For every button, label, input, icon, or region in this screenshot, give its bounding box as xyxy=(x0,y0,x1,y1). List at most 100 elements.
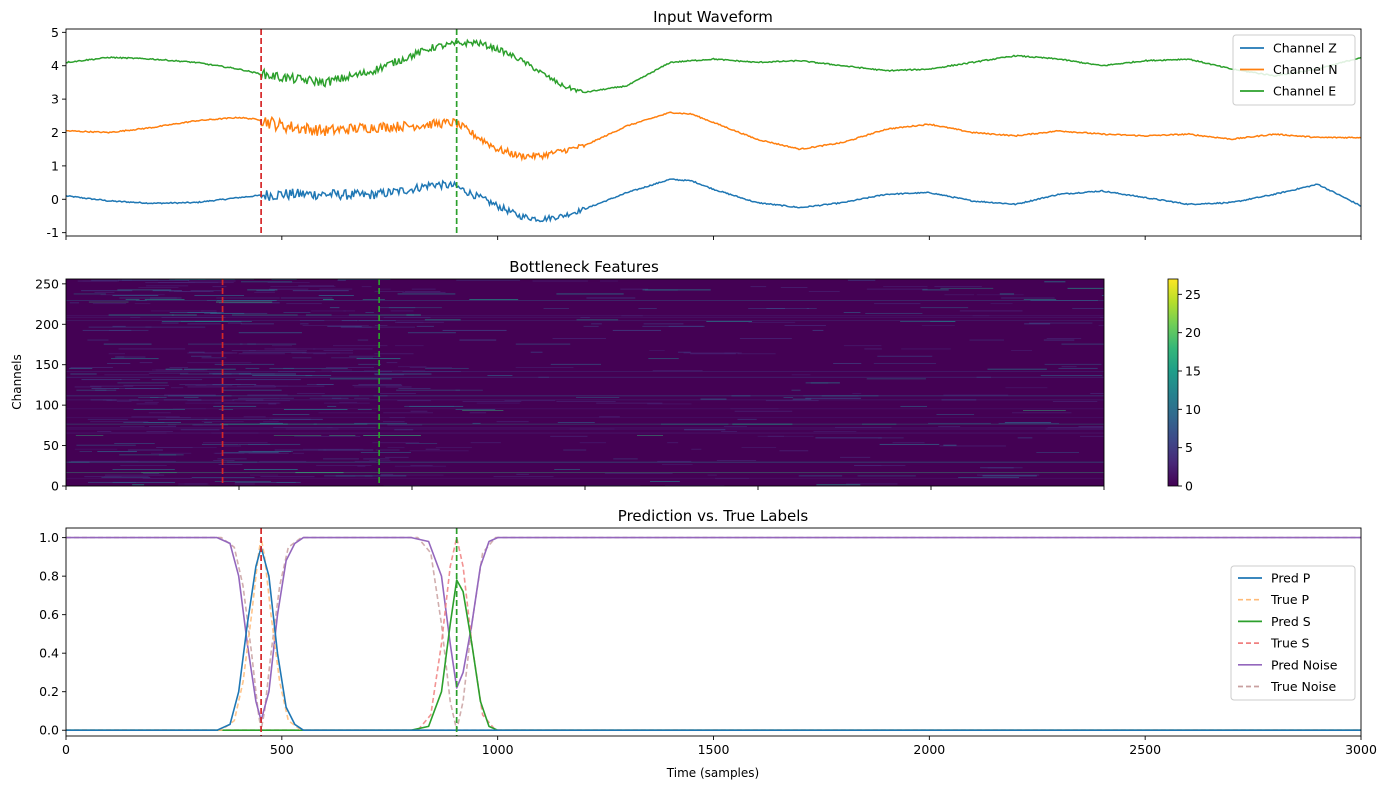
heatmap-cell xyxy=(394,465,447,467)
heatmap-cell xyxy=(647,403,692,405)
heatmap-cell xyxy=(700,398,727,400)
heatmap-cell xyxy=(737,353,776,355)
heatmap-cell xyxy=(487,375,513,377)
heatmap-cell xyxy=(554,469,581,470)
heatmap-cell xyxy=(424,319,461,321)
prediction-ytick-label: 0.0 xyxy=(39,723,59,738)
heatmap-cell xyxy=(374,325,388,326)
heatmap-cell xyxy=(358,384,402,385)
heatmap-cell xyxy=(327,325,362,327)
heatmap-cell xyxy=(247,443,271,445)
waveform-ytick-label: 2 xyxy=(51,125,59,140)
heatmap-cell xyxy=(861,423,897,425)
heatmap-cell xyxy=(538,376,550,378)
heatmap-cell xyxy=(111,358,159,360)
heatmap-cell xyxy=(847,279,876,281)
heatmap-cell xyxy=(323,449,374,451)
colorbar-tick-label: 10 xyxy=(1185,402,1201,417)
heatmap-cell xyxy=(66,477,1104,479)
heatmap-cell xyxy=(409,367,452,368)
heatmap-cell xyxy=(218,464,243,465)
heatmap-cell xyxy=(231,350,256,351)
heatmap-cell xyxy=(69,367,93,369)
heatmap-cell xyxy=(358,320,383,322)
heatmap-cell xyxy=(455,409,496,410)
heatmap-cell xyxy=(599,280,618,282)
heatmap-cell xyxy=(791,374,811,376)
heatmap-cell xyxy=(389,417,406,419)
heatmap-cell xyxy=(305,314,332,316)
heatmap-cell xyxy=(242,351,307,353)
colorbar-tick-label: 0 xyxy=(1185,479,1193,494)
heatmap-cell xyxy=(148,426,177,427)
chart-title-bottleneck: Bottleneck Features xyxy=(509,258,659,276)
heatmap-cell xyxy=(108,314,174,316)
heatmap-cell xyxy=(66,315,1104,317)
heatmap-cell xyxy=(148,372,189,374)
heatmap-cell xyxy=(201,421,244,423)
heatmap-cell xyxy=(138,287,179,288)
heatmap-cell xyxy=(75,435,104,436)
waveform-ytick-label: 0 xyxy=(51,192,59,207)
heatmap-cell xyxy=(171,314,197,316)
series-line-channel-n xyxy=(66,111,1361,162)
heatmap-cell xyxy=(557,422,595,423)
heatmap-cell xyxy=(240,323,274,325)
heatmap-cell xyxy=(750,286,767,288)
heatmap-cell xyxy=(900,321,956,322)
heatmap-cell xyxy=(866,288,928,290)
heatmap-cell xyxy=(532,280,588,282)
heatmap-cell xyxy=(406,314,421,316)
heatmap-cell xyxy=(425,367,469,369)
heatmap-cell xyxy=(404,291,441,292)
heatmap-cell xyxy=(247,289,278,291)
heatmap-cell xyxy=(146,285,189,287)
heatmap-cell xyxy=(322,299,334,301)
heatmap-cell xyxy=(936,414,975,415)
heatmap-cell xyxy=(732,423,793,425)
heatmap-cell xyxy=(374,291,404,292)
heatmap-cell xyxy=(731,395,751,397)
prediction-ytick-label: 1.0 xyxy=(39,530,59,545)
heatmap-cell xyxy=(883,286,928,288)
heatmap-cell xyxy=(112,481,176,483)
heatmap-cell xyxy=(271,345,293,347)
heatmap-cell xyxy=(469,412,487,414)
heatmap-cell xyxy=(114,356,125,358)
heatmap-cell xyxy=(409,450,469,452)
heatmap-cell xyxy=(360,452,412,453)
heatmap-cell xyxy=(576,319,619,321)
heatmap-cell xyxy=(638,308,657,309)
heatmap-cell xyxy=(385,456,409,458)
heatmap-cell xyxy=(323,458,359,460)
heatmap-cell xyxy=(476,402,520,404)
heatmap-cell xyxy=(66,408,1104,410)
heatmap-cell xyxy=(76,460,130,462)
prediction-xtick-label: 2000 xyxy=(913,742,945,757)
heatmap-cell xyxy=(677,351,691,353)
colorbar-tick-label: 15 xyxy=(1185,364,1201,379)
heatmap-cell xyxy=(934,286,982,288)
heatmap-cell xyxy=(305,375,332,377)
heatmap-cell xyxy=(808,291,840,292)
colorbar-gradient xyxy=(1167,278,1179,487)
chart-title-input-waveform: Input Waveform xyxy=(653,8,773,26)
waveform-ytick-label: 4 xyxy=(51,58,59,73)
heatmap-cell xyxy=(569,428,615,430)
heatmap-cell xyxy=(238,451,291,453)
heatmap-cell xyxy=(143,422,182,423)
heatmap-cell xyxy=(865,312,923,314)
heatmap-cell xyxy=(188,343,243,345)
heatmap-cell xyxy=(263,421,279,423)
heatmap-cell xyxy=(269,288,309,290)
heatmap-cell xyxy=(596,402,663,404)
heatmap-cell xyxy=(280,397,294,399)
prediction-ytick-label: 0.6 xyxy=(39,607,59,622)
heatmap-cell xyxy=(66,426,1104,428)
heatmap-cell xyxy=(396,389,460,391)
heatmap-cell xyxy=(66,371,1104,372)
heatmap-cell xyxy=(295,472,344,474)
heatmap-cell xyxy=(183,397,199,398)
heatmap-cell xyxy=(213,460,235,461)
heatmap-cell xyxy=(550,363,602,365)
